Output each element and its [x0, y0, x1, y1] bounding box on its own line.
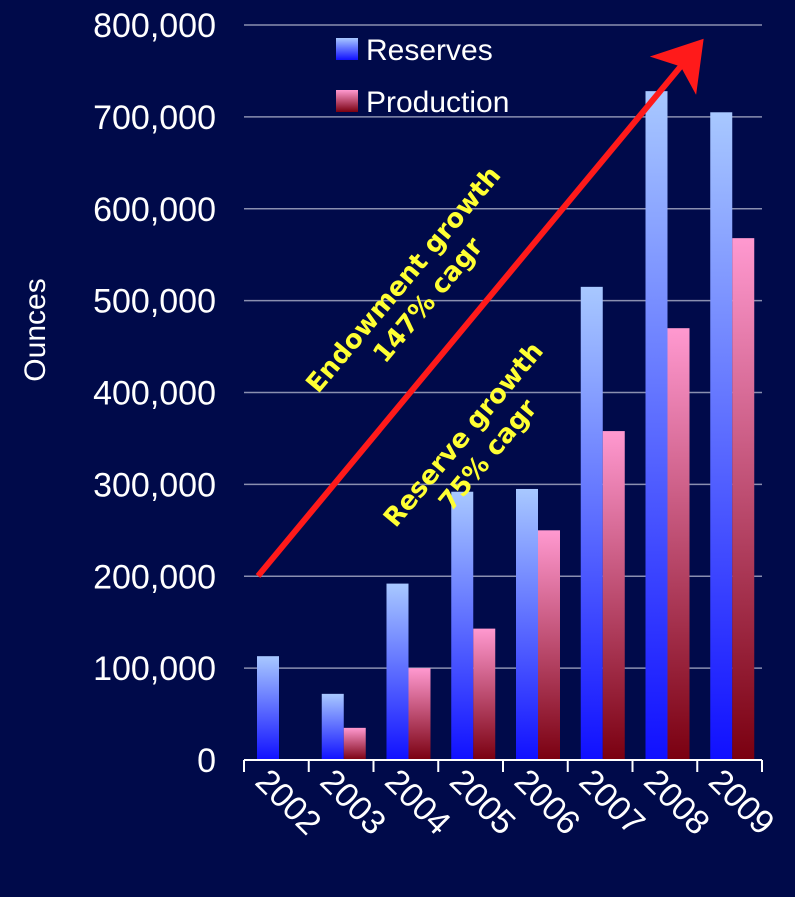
- y-axis-tick-labels: 0 100,000 200,000 300,000 400,000 500,000 600,…: [93, 7, 216, 780]
- bar-reserves: [645, 91, 668, 760]
- x-tick-label: 2003: [313, 762, 393, 842]
- legend-label-reserves: Reserves: [366, 34, 493, 67]
- y-axis-title: Ounces: [19, 278, 52, 381]
- legend: Reserves Production: [336, 34, 509, 119]
- bar-production: [538, 530, 560, 760]
- bar-reserves: [321, 693, 344, 760]
- x-tick-label: 2008: [636, 762, 716, 842]
- bar-production: [473, 628, 496, 760]
- y-tick-label: 400,000: [93, 375, 216, 413]
- legend-label-production: Production: [366, 86, 509, 119]
- bar-production: [343, 727, 366, 760]
- x-tick-label: 2005: [442, 762, 522, 842]
- x-tick-label: 2006: [507, 762, 587, 842]
- bar-production: [667, 328, 690, 760]
- legend-swatch-reserves: [336, 38, 358, 60]
- x-tick-label: 2007: [572, 762, 652, 842]
- bar-reserves: [516, 488, 538, 760]
- x-tick-label: 2004: [377, 762, 457, 842]
- y-tick-label: 300,000: [93, 466, 216, 504]
- y-tick-label: 600,000: [93, 191, 216, 229]
- bar-production: [408, 668, 431, 760]
- bar-reserves: [451, 491, 474, 760]
- bar-reserves: [257, 656, 279, 760]
- y-tick-label: 200,000: [93, 558, 216, 596]
- growth-arrow: [255, 38, 704, 578]
- y-tick-label: 800,000: [93, 7, 216, 45]
- y-tick-label: 0: [197, 742, 216, 780]
- growth-arrow-line: [255, 38, 704, 578]
- bar-production: [732, 238, 755, 760]
- endowment-annotation-line1: Endowment growth: [301, 161, 508, 399]
- bars: [257, 91, 755, 760]
- bar-reserves: [580, 286, 603, 760]
- y-tick-label: 700,000: [93, 99, 216, 137]
- bar-production: [602, 431, 625, 760]
- bar-reserves: [710, 112, 733, 760]
- bar-reserves: [386, 583, 409, 760]
- x-tick-label: 2002: [248, 762, 328, 842]
- x-tick-label: 2009: [701, 762, 781, 842]
- legend-swatch-production: [336, 90, 358, 112]
- reserve-annotation: Reserve growth 75% cagr: [378, 337, 550, 534]
- y-tick-label: 500,000: [93, 283, 216, 321]
- y-tick-label: 100,000: [93, 650, 216, 688]
